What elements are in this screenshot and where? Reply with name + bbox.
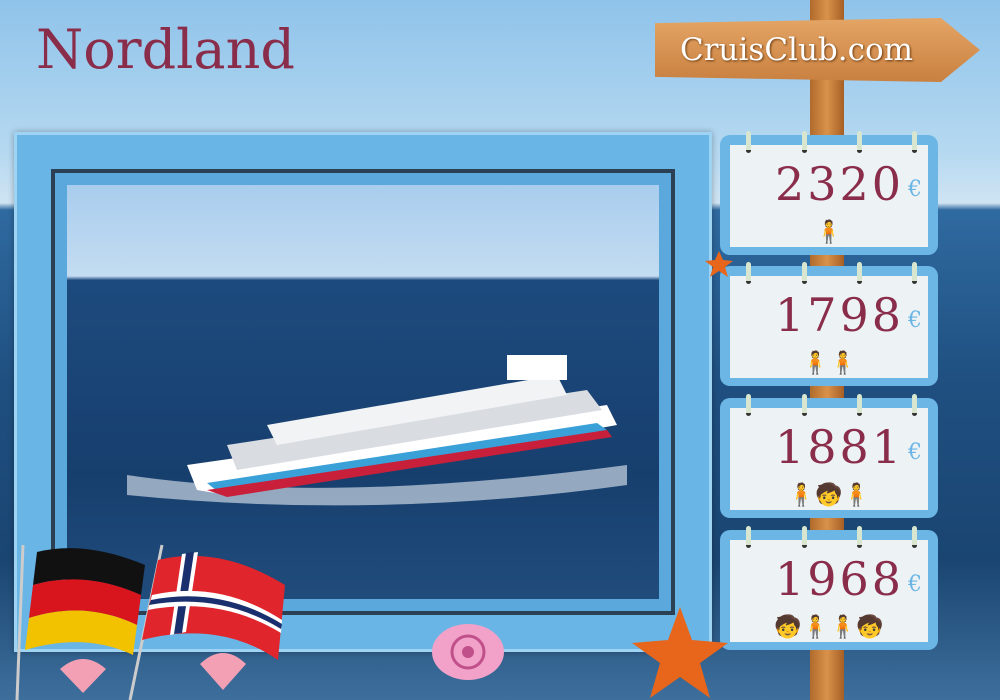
- small-starfish-icon: [705, 251, 733, 277]
- family-large-icon: 🧒🧍🧍🧒: [774, 615, 884, 640]
- single-person-icon: 🧍: [815, 220, 843, 245]
- brand-sign: CruisClub.com: [655, 18, 980, 82]
- price-card-2-persons: 1798 € 🧍🧍: [720, 262, 938, 386]
- photo-frame: [14, 132, 712, 652]
- price-card-1-person: 2320 € 🧍: [720, 131, 938, 255]
- price-card-3-persons: 1881 € 🧍🧒🧍: [720, 394, 938, 518]
- price-value: 2320: [775, 157, 905, 211]
- price-card-4-persons: 1968 € 🧒🧍🧍🧒: [720, 526, 938, 650]
- scallop-shell-icon: [60, 659, 106, 693]
- cruise-ship-photo: [67, 185, 659, 599]
- page-title: Nordland: [36, 18, 295, 81]
- seashell-icon: [432, 624, 504, 680]
- euro-symbol: €: [908, 308, 922, 333]
- price-value: 1968: [775, 552, 905, 606]
- euro-symbol: €: [908, 177, 922, 202]
- euro-symbol: €: [908, 572, 922, 597]
- euro-symbol: €: [908, 440, 922, 465]
- starfish-icon: [632, 607, 728, 698]
- brand-logo-text: CruisClub.com: [680, 32, 914, 68]
- couple-icon: 🧍🧍: [801, 351, 857, 376]
- norway-flag-icon: [128, 544, 285, 700]
- germany-flag-icon: [15, 544, 145, 700]
- family-small-icon: 🧍🧒🧍: [787, 483, 871, 508]
- cruise-ship-image: [127, 355, 627, 506]
- scallop-shell-icon: [200, 653, 246, 690]
- price-value: 1798: [775, 288, 905, 342]
- price-value: 1881: [775, 420, 905, 474]
